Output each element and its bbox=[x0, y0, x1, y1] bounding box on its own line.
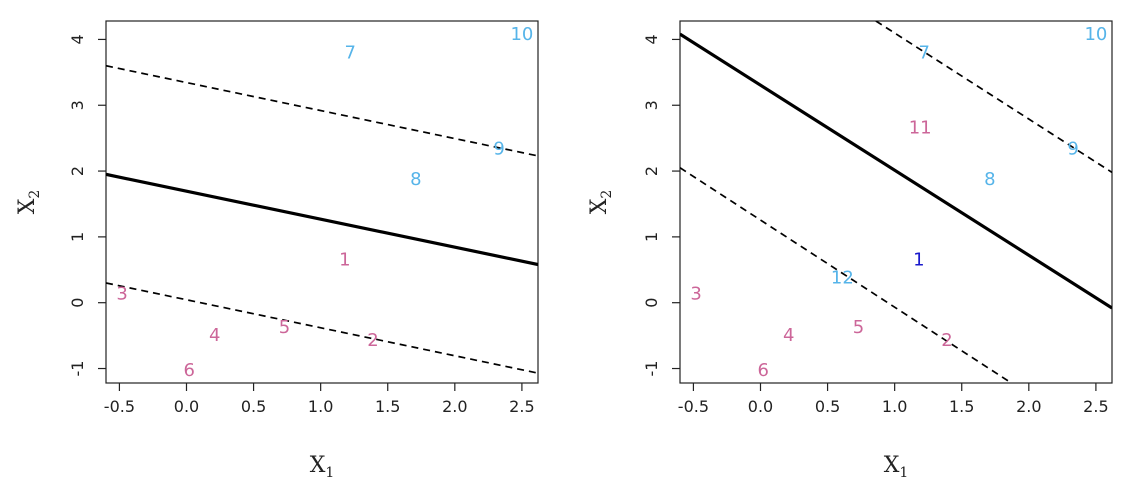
y-tick-label: 1 bbox=[642, 232, 661, 242]
point-label-7: 7 bbox=[918, 43, 929, 64]
left-plot-panel: 1 2 3 4 5 6 7 8 9 10 -0.5 0.0 0.5 1.0 1.5 2.0 2.5 -1 0 1 2… bbox=[15, 20, 539, 481]
point-label-4: 4 bbox=[783, 325, 794, 346]
x-tick-label: 1.5 bbox=[949, 397, 974, 416]
margin-line bbox=[106, 64, 538, 157]
point-labels: 1 2 3 4 5 6 7 8 9 10 bbox=[116, 24, 533, 381]
hyperplane-line bbox=[106, 172, 538, 267]
point-label-1: 1 bbox=[339, 249, 350, 270]
point-label-6: 6 bbox=[757, 360, 768, 381]
point-label-9: 9 bbox=[1067, 139, 1078, 160]
y-tick-label: -1 bbox=[642, 361, 661, 377]
plot-frame bbox=[105, 20, 539, 384]
decision-lines bbox=[680, 21, 1112, 383]
point-label-8: 8 bbox=[984, 169, 995, 190]
point-label-2: 2 bbox=[941, 330, 952, 351]
x-axis: -0.5 0.0 0.5 1.0 1.5 2.0 2.5 bbox=[678, 383, 1109, 416]
x-tick-label: 2.0 bbox=[442, 397, 467, 416]
y-tick-label: 0 bbox=[642, 298, 661, 308]
x-tick-label: 2.5 bbox=[1083, 397, 1108, 416]
x-axis-label: X1 bbox=[310, 453, 335, 481]
point-label-3: 3 bbox=[690, 283, 701, 304]
point-label-1: 1 bbox=[913, 249, 924, 270]
point-label-3: 3 bbox=[116, 283, 127, 304]
y-tick-label: 3 bbox=[68, 100, 87, 110]
point-label-7: 7 bbox=[344, 43, 355, 64]
x-tick-label: 1.5 bbox=[375, 397, 400, 416]
point-label-2: 2 bbox=[367, 330, 378, 351]
y-axis: -1 0 1 2 3 4 bbox=[642, 34, 680, 376]
margin-line bbox=[680, 167, 1012, 383]
decision-lines bbox=[106, 64, 538, 374]
y-tick-label: 2 bbox=[68, 166, 87, 176]
point-label-10: 10 bbox=[1084, 24, 1107, 45]
x-tick-label: 1.0 bbox=[308, 397, 333, 416]
y-tick-label: 0 bbox=[68, 298, 87, 308]
y-tick-label: -1 bbox=[68, 361, 87, 377]
point-label-6: 6 bbox=[183, 360, 194, 381]
y-axis-label: X2 bbox=[15, 190, 43, 215]
point-label-11: 11 bbox=[909, 118, 932, 139]
y-tick-label: 4 bbox=[68, 34, 87, 44]
y-tick-label: 3 bbox=[642, 100, 661, 110]
x-tick-label: 1.0 bbox=[882, 397, 907, 416]
point-label-10: 10 bbox=[510, 24, 533, 45]
y-tick-label: 2 bbox=[642, 166, 661, 176]
x-tick-label: 0.0 bbox=[174, 397, 199, 416]
plot-frame bbox=[679, 20, 1113, 384]
hyperplane-line bbox=[680, 32, 1112, 310]
y-axis: -1 0 1 2 3 4 bbox=[68, 34, 106, 376]
y-tick-label: 1 bbox=[68, 232, 87, 242]
x-axis: -0.5 0.0 0.5 1.0 1.5 2.0 2.5 bbox=[104, 383, 535, 416]
point-label-5: 5 bbox=[853, 317, 864, 338]
x-tick-label: -0.5 bbox=[678, 397, 709, 416]
x-tick-label: 2.0 bbox=[1016, 397, 1041, 416]
margin-line bbox=[106, 282, 538, 374]
point-label-4: 4 bbox=[209, 325, 220, 346]
y-tick-label: 4 bbox=[642, 34, 661, 44]
y-axis-label: X2 bbox=[587, 190, 615, 215]
x-tick-label: 2.5 bbox=[509, 397, 534, 416]
point-label-12: 12 bbox=[831, 268, 854, 289]
x-tick-label: -0.5 bbox=[104, 397, 135, 416]
x-tick-label: 0.0 bbox=[748, 397, 773, 416]
x-axis-label: X1 bbox=[884, 453, 909, 481]
point-label-8: 8 bbox=[410, 169, 421, 190]
point-label-9: 9 bbox=[493, 139, 504, 160]
x-tick-label: 0.5 bbox=[241, 397, 266, 416]
point-label-5: 5 bbox=[279, 317, 290, 338]
margin-line bbox=[875, 21, 1112, 174]
x-tick-label: 0.5 bbox=[815, 397, 840, 416]
